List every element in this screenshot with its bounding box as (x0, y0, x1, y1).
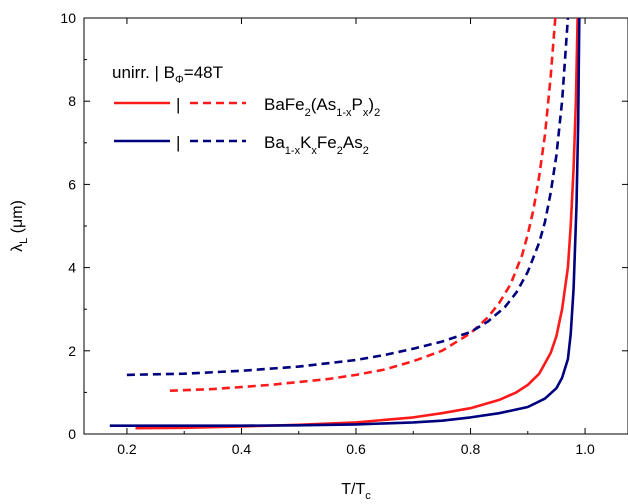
y-tick-label: 4 (68, 260, 76, 276)
y-tick-label: 2 (68, 343, 76, 359)
series-line-2 (169, 18, 557, 392)
y-tick-label: 8 (68, 93, 76, 109)
y-tick-label: 0 (68, 426, 76, 442)
series-line-3 (109, 18, 581, 427)
x-tick-label: 0.2 (117, 441, 137, 457)
x-axis-label: T/Tc (341, 481, 371, 502)
legend-separator: | (176, 133, 180, 152)
y-tick-label: 6 (68, 176, 76, 192)
legend-entry-label: BaFe2(As1-xPx)2 (264, 95, 380, 119)
x-tick-label: 0.6 (346, 441, 366, 457)
legend-entry-label: Ba1-xKxFe2As2 (264, 133, 369, 157)
y-axis-label: λL (μm) (9, 200, 30, 252)
y-tick-label: 10 (60, 10, 76, 26)
x-tick-label: 0.8 (461, 441, 481, 457)
x-tick-label: 0.4 (232, 441, 252, 457)
series-line-4 (126, 18, 570, 377)
legend-header: unirr. | BΦ=48T (112, 63, 223, 86)
x-tick-label: 1.0 (575, 441, 595, 457)
legend-separator: | (176, 95, 180, 114)
